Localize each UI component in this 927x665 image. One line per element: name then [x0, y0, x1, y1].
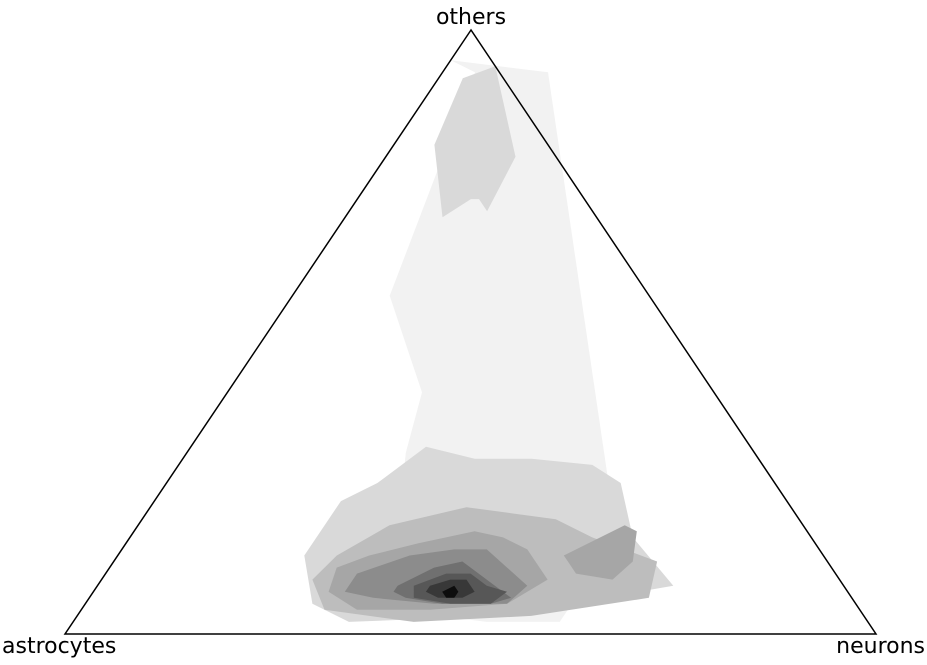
vertex-label-right: neurons	[836, 634, 925, 659]
ternary-triangle-frame	[63, 28, 878, 635]
vertex-label-left: astrocytes	[2, 634, 116, 659]
contour-level-9-region-1	[442, 585, 459, 598]
density-contours	[304, 60, 674, 622]
vertex-label-top: others	[436, 5, 506, 30]
contour-level-2-region-1	[434, 66, 516, 218]
contour-level-4-region-2	[563, 525, 637, 580]
